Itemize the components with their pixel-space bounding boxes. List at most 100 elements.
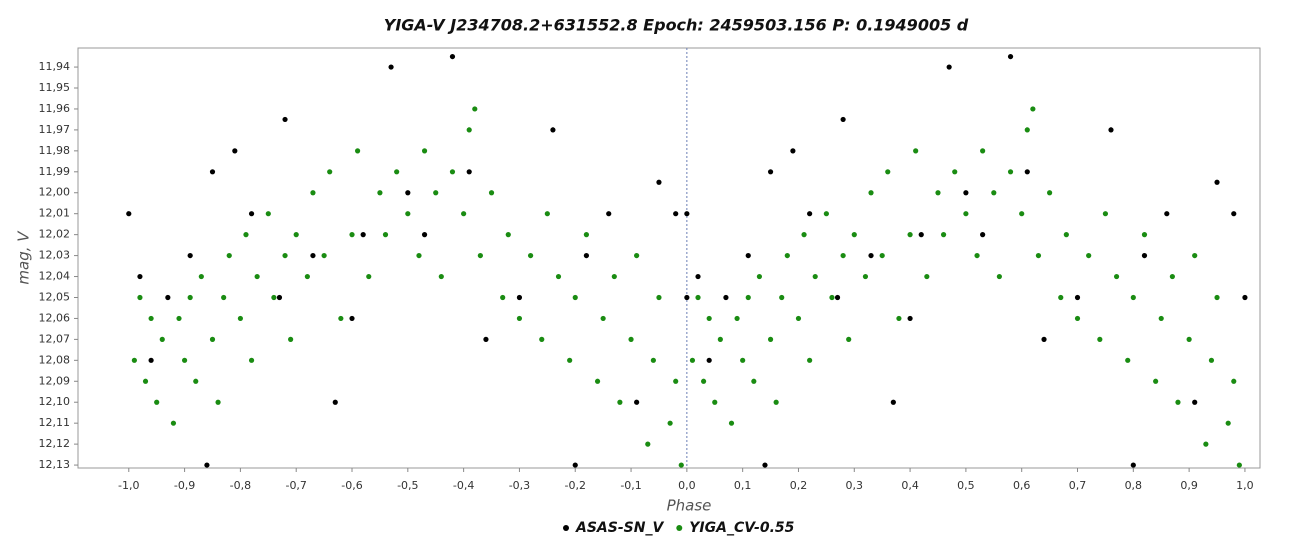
point [907, 315, 913, 322]
point [885, 169, 891, 175]
point [449, 53, 456, 60]
x-tick-label: 0,6 [1013, 479, 1031, 492]
legend-label: YIGA_CV-0.55 [689, 520, 794, 536]
point [405, 190, 411, 196]
point [366, 273, 372, 280]
point [310, 190, 316, 196]
point [868, 252, 874, 259]
x-tick-label: -0,6 [341, 479, 362, 492]
point [483, 336, 489, 342]
point [1231, 211, 1237, 217]
point [996, 273, 1002, 280]
point [773, 399, 779, 405]
point [896, 315, 902, 322]
point [1024, 127, 1030, 133]
point [276, 294, 283, 301]
point [1203, 441, 1209, 447]
point [248, 357, 255, 363]
point [1130, 462, 1136, 468]
point [790, 148, 796, 154]
point [656, 294, 662, 301]
point [840, 252, 846, 259]
point [795, 315, 802, 322]
point [1164, 211, 1170, 217]
point [382, 232, 389, 238]
point [421, 232, 428, 238]
point [1141, 252, 1148, 259]
point [594, 378, 601, 384]
point [187, 294, 193, 301]
point [544, 211, 550, 217]
legend-marker [676, 525, 683, 531]
point [583, 232, 590, 238]
x-axis-label: Phase [667, 497, 712, 515]
point [829, 294, 835, 301]
x-tick-label: 0,4 [901, 479, 919, 492]
y-tick-label: 11,95 [39, 81, 71, 94]
point [974, 252, 980, 259]
x-tick-label: -0,2 [565, 479, 586, 492]
point [745, 252, 751, 259]
point [890, 399, 896, 405]
point [516, 315, 523, 322]
point [1108, 127, 1114, 133]
point [349, 315, 355, 322]
y-axis-label: mag, V [15, 230, 33, 285]
point [1186, 336, 1192, 342]
point [840, 116, 846, 123]
point [572, 462, 578, 468]
point [500, 294, 506, 301]
point [181, 357, 188, 363]
point [1024, 169, 1030, 175]
point [472, 106, 478, 112]
x-tick-label: 0,0 [678, 479, 696, 492]
point [282, 252, 288, 259]
point [678, 462, 684, 468]
point [327, 169, 333, 175]
point [807, 211, 813, 217]
point [723, 294, 729, 301]
point [913, 148, 919, 154]
point [232, 148, 238, 154]
point [271, 294, 277, 301]
point [438, 273, 444, 280]
x-tick-label: 0,8 [1125, 479, 1143, 492]
point [1074, 315, 1081, 322]
y-tick-label: 11,96 [39, 102, 71, 115]
point [332, 399, 338, 405]
y-tick-label: 12,09 [39, 374, 71, 387]
point [918, 232, 924, 238]
point [243, 232, 249, 238]
legend-marker [563, 525, 569, 531]
point [740, 357, 746, 363]
point [204, 462, 210, 468]
point [1030, 106, 1036, 112]
y-tick-label: 12,06 [39, 311, 71, 324]
point [734, 315, 740, 322]
point [405, 211, 411, 217]
point [137, 273, 143, 280]
point [466, 127, 472, 133]
point [924, 273, 930, 280]
point [745, 294, 751, 301]
point [684, 211, 690, 217]
point [1141, 232, 1148, 238]
point [170, 420, 177, 426]
point [354, 148, 361, 154]
point [762, 462, 768, 468]
x-tick-label: 0,2 [790, 479, 808, 492]
point [728, 420, 735, 426]
point [935, 190, 941, 196]
point [650, 357, 656, 363]
point [940, 232, 947, 238]
point [1158, 315, 1164, 322]
point [1192, 252, 1198, 259]
point [555, 273, 562, 280]
point [767, 336, 774, 342]
point [176, 315, 182, 322]
point [142, 378, 149, 384]
point [377, 190, 383, 196]
point [611, 273, 617, 280]
point [310, 252, 316, 259]
point [706, 315, 712, 322]
